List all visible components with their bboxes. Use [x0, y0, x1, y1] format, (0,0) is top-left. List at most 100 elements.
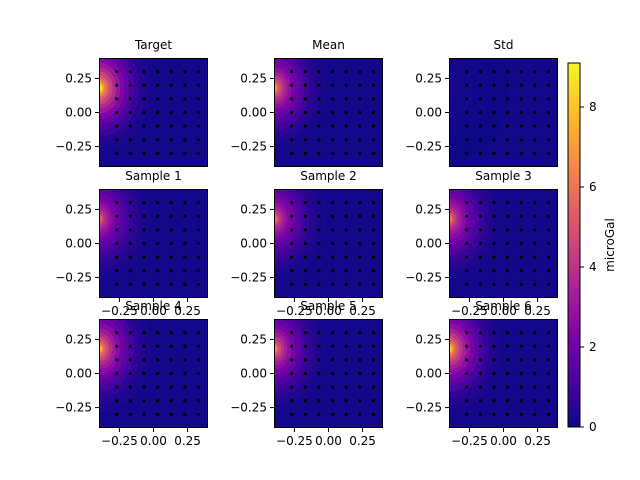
- station-marker: [533, 228, 537, 232]
- station-marker: [546, 269, 551, 273]
- station-marker: [303, 201, 307, 205]
- station-marker: [330, 269, 335, 273]
- station-marker: [128, 412, 132, 416]
- axes-frame: [449, 58, 558, 167]
- x-tick-label: −0.25: [276, 434, 313, 448]
- station-marker: [371, 151, 376, 155]
- x-tick-label: 0.25: [174, 304, 201, 318]
- station-marker: [519, 70, 523, 74]
- station-marker: [317, 412, 321, 416]
- station-marker: [128, 358, 132, 362]
- station-marker: [155, 255, 160, 259]
- station-marker: [115, 151, 119, 155]
- station-marker: [169, 255, 173, 259]
- station-marker: [142, 269, 146, 273]
- station-marker: [358, 83, 362, 87]
- station-marker: [142, 358, 146, 362]
- station-marker: [519, 344, 523, 348]
- station-marker: [519, 412, 523, 416]
- station-marker: [183, 151, 187, 155]
- colorbar-tick-label: 0: [589, 420, 597, 434]
- station-marker: [519, 110, 523, 115]
- station-marker: [478, 124, 482, 128]
- station-marker: [196, 358, 201, 362]
- station-marker: [492, 70, 496, 74]
- station-marker: [371, 110, 376, 115]
- station-marker: [303, 124, 307, 128]
- station-marker: [128, 70, 132, 74]
- station-marker: [169, 282, 173, 286]
- station-marker: [519, 228, 523, 232]
- panel-title: Sample 6: [475, 299, 531, 313]
- station-marker: [115, 344, 119, 348]
- station-marker: [358, 228, 362, 232]
- contour-bands: [449, 189, 502, 283]
- station-marker: [505, 371, 510, 376]
- station-marker: [533, 358, 537, 362]
- station-marker: [142, 255, 146, 259]
- panel-1: 0.25 0.00 −0.25 Target: [55, 38, 208, 167]
- station-marker: [128, 214, 132, 218]
- station-marker: [371, 228, 376, 232]
- station-marker: [196, 97, 201, 101]
- station-marker: [478, 358, 482, 362]
- station-marker: [303, 399, 307, 403]
- contour-bands: [99, 58, 152, 152]
- station-marker: [344, 255, 348, 259]
- station-marker: [303, 138, 307, 142]
- station-marker: [492, 385, 496, 389]
- station-marker: [371, 201, 376, 205]
- station-marker: [344, 228, 348, 232]
- panel-title: Sample 4: [125, 299, 181, 313]
- station-marker: [317, 70, 321, 74]
- station-marker: [128, 201, 132, 205]
- station-marker: [155, 331, 160, 335]
- station-marker: [183, 399, 187, 403]
- station-marker: [290, 151, 294, 155]
- station-marker: [330, 371, 335, 376]
- station-marker: [492, 269, 496, 273]
- station-marker: [358, 371, 362, 376]
- station-marker: [519, 241, 523, 246]
- station-marker: [330, 110, 335, 115]
- y-tick-label: −0.25: [405, 271, 442, 285]
- station-marker: [128, 97, 132, 101]
- station-marker: [330, 344, 335, 348]
- station-markers: [115, 70, 201, 155]
- station-marker: [519, 331, 523, 335]
- station-marker: [196, 138, 201, 142]
- station-marker: [465, 110, 469, 115]
- station-marker: [317, 255, 321, 259]
- station-marker: [115, 371, 119, 376]
- panel-title: Sample 2: [300, 169, 356, 183]
- station-marker: [371, 385, 376, 389]
- station-marker: [478, 228, 482, 232]
- station-marker: [196, 344, 201, 348]
- station-marker: [546, 228, 551, 232]
- x-tick-label: −0.25: [101, 434, 138, 448]
- station-marker: [330, 282, 335, 286]
- station-marker: [533, 124, 537, 128]
- station-marker: [492, 412, 496, 416]
- station-marker: [478, 70, 482, 74]
- station-marker: [465, 201, 469, 205]
- station-marker: [344, 138, 348, 142]
- station-marker: [344, 282, 348, 286]
- station-marker: [303, 358, 307, 362]
- station-marker: [155, 269, 160, 273]
- station-marker: [505, 412, 510, 416]
- station-marker: [330, 97, 335, 101]
- station-marker: [478, 110, 482, 115]
- station-marker: [505, 358, 510, 362]
- station-marker: [533, 70, 537, 74]
- station-marker: [465, 269, 469, 273]
- station-marker: [183, 70, 187, 74]
- station-marker: [317, 201, 321, 205]
- station-marker: [492, 241, 496, 246]
- station-marker: [183, 83, 187, 87]
- station-marker: [492, 97, 496, 101]
- contour-bands: [274, 58, 327, 152]
- station-marker: [478, 371, 482, 376]
